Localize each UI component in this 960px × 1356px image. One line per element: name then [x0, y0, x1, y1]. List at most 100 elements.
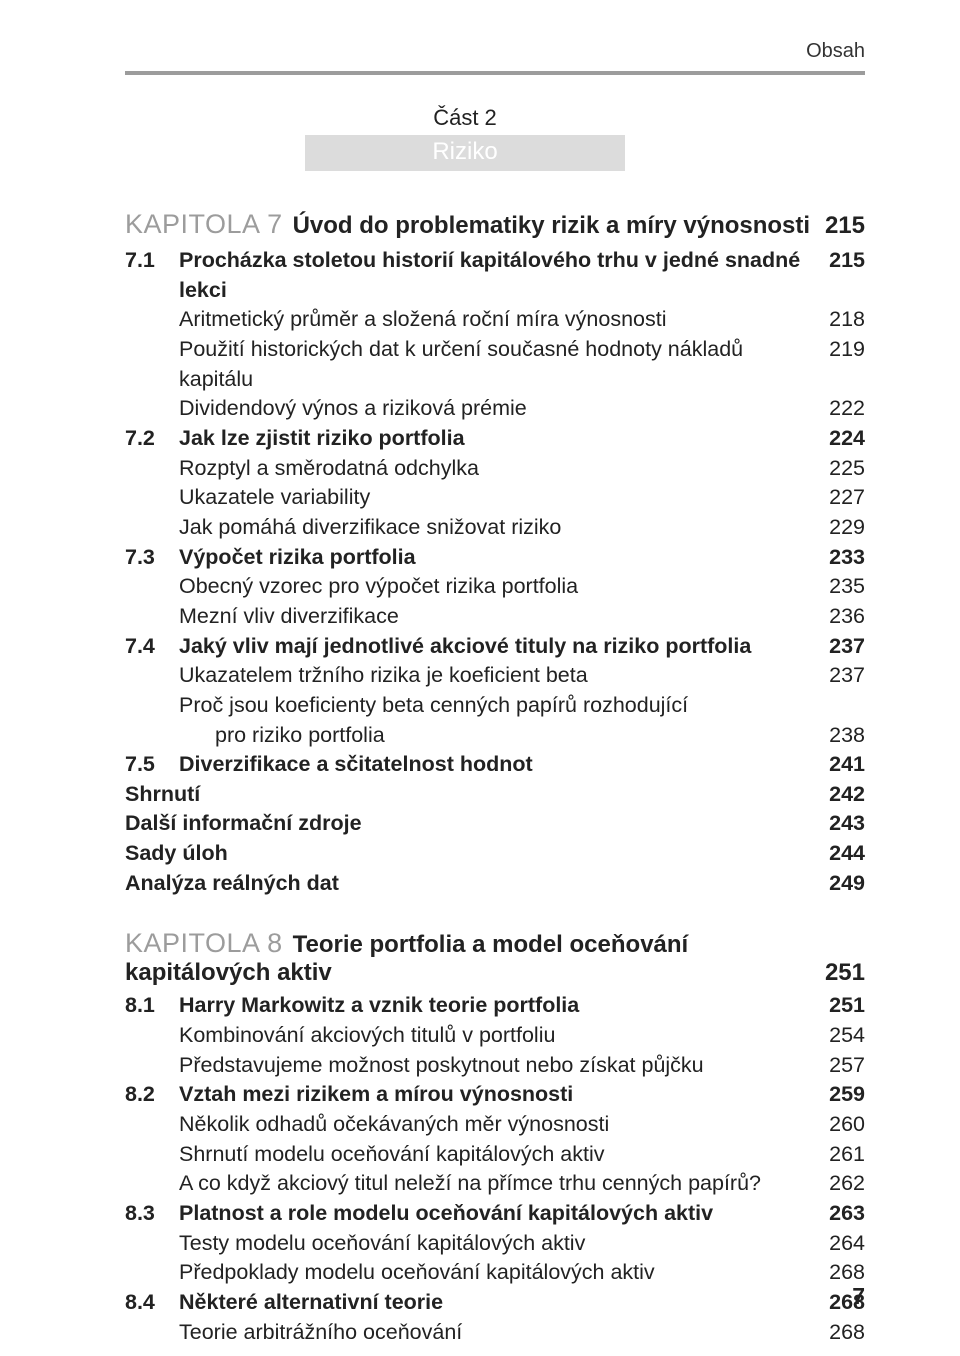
toc-section-number: 7.2: [125, 424, 179, 454]
toc-entry-page: 241: [815, 750, 865, 780]
toc-section-number: [125, 513, 179, 543]
part-label: Část 2: [305, 105, 625, 131]
toc-row: Několik odhadů očekávaných měr výnosnost…: [125, 1110, 865, 1140]
chapter-8-page: 251: [825, 959, 865, 987]
toc-row: Shrnutí242: [125, 780, 865, 810]
toc-row: 8.4Některé alternativní teorie268: [125, 1288, 865, 1318]
toc-entry-page: 236: [815, 602, 865, 632]
toc-row: Analýza reálných dat249: [125, 869, 865, 899]
toc-entry-text: Harry Markowitz a vznik teorie portfolia: [179, 991, 815, 1021]
chapter-8-head: KAPITOLA 8 Teorie portfolia a model oceň…: [125, 928, 865, 987]
chapter-8-label: KAPITOLA 8: [125, 928, 283, 959]
toc-row: 7.1Procházka stoletou historií kapitálov…: [125, 246, 865, 305]
toc-section-number: [125, 1021, 179, 1051]
toc-entry-text: Jaký vliv mají jednotlivé akciové tituly…: [179, 632, 815, 662]
toc-section-number: [125, 1258, 179, 1288]
part-block: Část 2 Riziko: [305, 105, 625, 171]
toc-entry-text: Vztah mezi rizikem a mírou výnosnosti: [179, 1080, 815, 1110]
toc-entry-page: 237: [815, 661, 865, 691]
toc-entry-text: A co když akciový titul neleží na přímce…: [179, 1169, 815, 1199]
chapter-8-title-line2: kapitálových aktiv: [125, 959, 815, 987]
toc-section-number: [125, 572, 179, 602]
toc-entry-text: Ukazatele variability: [179, 483, 815, 513]
header-rule: [125, 71, 865, 75]
toc-section-number: 8.4: [125, 1288, 179, 1318]
toc-row: 7.3Výpočet rizika portfolia233: [125, 543, 865, 573]
toc-row: Mezní vliv diverzifikace236: [125, 602, 865, 632]
toc-entry-text: Jak pomáhá diverzifikace snižovat riziko: [179, 513, 815, 543]
toc-entry-page: 222: [815, 394, 865, 424]
toc-row: Kombinování akciových titulů v portfoliu…: [125, 1021, 865, 1051]
toc-section-number: [125, 1140, 179, 1170]
toc-entry-page: 238: [815, 721, 865, 751]
toc-entry-text: Diverzifikace a sčitatelnost hodnot: [179, 750, 815, 780]
toc-section-number: [125, 394, 179, 424]
chapter-7-head: KAPITOLA 7 Úvod do problematiky rizik a …: [125, 209, 865, 240]
toc-entry-page: [815, 691, 865, 721]
page-number: 7: [852, 1283, 865, 1310]
toc-row: Shrnutí modelu oceňování kapitálových ak…: [125, 1140, 865, 1170]
toc-entry-page: 254: [815, 1021, 865, 1051]
toc-row: Dividendový výnos a riziková prémie222: [125, 394, 865, 424]
toc-row: 7.2Jak lze zjistit riziko portfolia224: [125, 424, 865, 454]
toc-row: Jak pomáhá diverzifikace snižovat riziko…: [125, 513, 865, 543]
toc-entry-text: Teorie arbitrážního oceňování: [179, 1318, 815, 1348]
toc-entry-text: Představujeme možnost poskytnout nebo zí…: [179, 1051, 815, 1081]
toc-entry-text: Mezní vliv diverzifikace: [179, 602, 815, 632]
toc-row: Testy modelu oceňování kapitálových akti…: [125, 1229, 865, 1259]
chapter-7-toc: 7.1Procházka stoletou historií kapitálov…: [125, 246, 865, 898]
toc-row: 7.5Diverzifikace a sčitatelnost hodnot24…: [125, 750, 865, 780]
toc-row: 8.1Harry Markowitz a vznik teorie portfo…: [125, 991, 865, 1021]
toc-section-number: 7.1: [125, 246, 179, 305]
toc-entry-page: 260: [815, 1110, 865, 1140]
toc-row: Obecný vzorec pro výpočet rizika portfol…: [125, 572, 865, 602]
toc-section-number: [125, 1051, 179, 1081]
toc-row: Použití historických dat k určení součas…: [125, 335, 865, 394]
toc-entry-page: 249: [815, 869, 865, 899]
toc-entry-page: 229: [815, 513, 865, 543]
toc-row: 8.3Platnost a role modelu oceňování kapi…: [125, 1199, 865, 1229]
toc-entry-text: Shrnutí: [125, 780, 815, 810]
toc-row: 7.4Jaký vliv mají jednotlivé akciové tit…: [125, 632, 865, 662]
toc-entry-text: Testy modelu oceňování kapitálových akti…: [179, 1229, 815, 1259]
toc-entry-text: Shrnutí modelu oceňování kapitálových ak…: [179, 1140, 815, 1170]
toc-row: pro riziko portfolia238: [125, 721, 865, 751]
toc-entry-text: Proč jsou koeficienty beta cenných papír…: [179, 691, 815, 721]
toc-section-number: [125, 454, 179, 484]
toc-entry-page: 262: [815, 1169, 865, 1199]
toc-entry-page: 264: [815, 1229, 865, 1259]
toc-row: Rozptyl a směrodatná odchylka225: [125, 454, 865, 484]
toc-entry-page: 268: [815, 1318, 865, 1348]
toc-row: Sady úloh244: [125, 839, 865, 869]
toc-entry-page: 224: [815, 424, 865, 454]
chapter-7-page: 215: [825, 212, 865, 240]
toc-entry-text: Jak lze zjistit riziko portfolia: [179, 424, 815, 454]
toc-section-number: [125, 721, 179, 751]
toc-entry-text: Rozptyl a směrodatná odchylka: [179, 454, 815, 484]
toc-section-number: 8.1: [125, 991, 179, 1021]
toc-section-number: [125, 483, 179, 513]
toc-section-number: 8.2: [125, 1080, 179, 1110]
toc-entry-text: Aritmetický průměr a složená roční míra …: [179, 305, 815, 335]
toc-row: A co když akciový titul neleží na přímce…: [125, 1169, 865, 1199]
toc-row: Aritmetický průměr a složená roční míra …: [125, 305, 865, 335]
chapter-8-title-line1: Teorie portfolia a model oceňování: [293, 931, 865, 959]
toc-entry-page: 263: [815, 1199, 865, 1229]
toc-entry-text: Použití historických dat k určení součas…: [179, 335, 815, 394]
toc-entry-page: 219: [815, 335, 865, 394]
toc-section-number: [125, 661, 179, 691]
toc-entry-text: Procházka stoletou historií kapitálového…: [179, 246, 815, 305]
toc-entry-text: Některé alternativní teorie: [179, 1288, 815, 1318]
toc-entry-text: Kombinování akciových titulů v portfoliu: [179, 1021, 815, 1051]
toc-entry-page: 233: [815, 543, 865, 573]
toc-section-number: [125, 691, 179, 721]
toc-row: Ukazatelem tržního rizika je koeficient …: [125, 661, 865, 691]
toc-entry-text: Ukazatelem tržního rizika je koeficient …: [179, 661, 815, 691]
toc-section-number: 7.5: [125, 750, 179, 780]
toc-section-number: [125, 1169, 179, 1199]
toc-section-number: 8.3: [125, 1199, 179, 1229]
toc-row: Ukazatele variability227: [125, 483, 865, 513]
toc-entry-text: Dividendový výnos a riziková prémie: [179, 394, 815, 424]
toc-section-number: [125, 602, 179, 632]
toc-entry-page: 251: [815, 991, 865, 1021]
